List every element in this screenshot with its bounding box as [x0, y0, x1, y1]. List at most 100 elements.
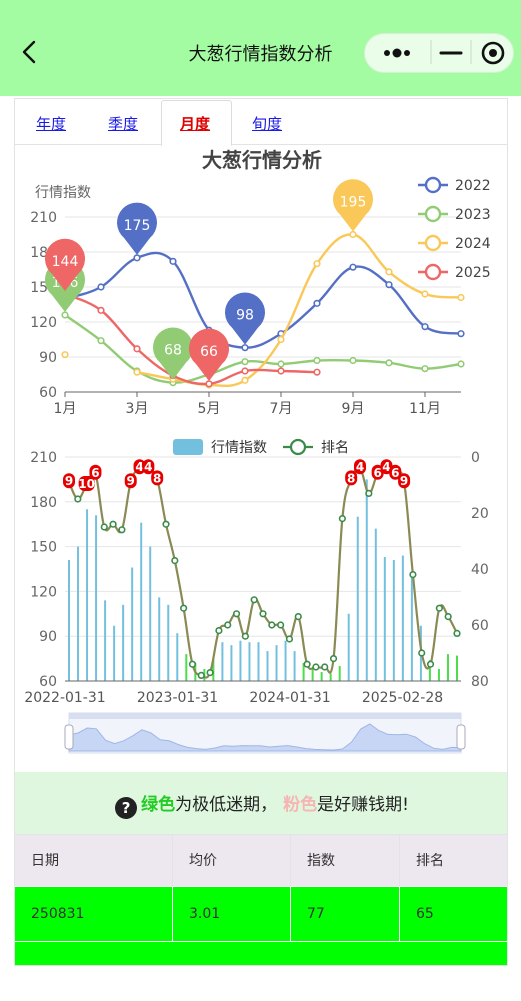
- data-point[interactable]: [421, 323, 429, 331]
- data-point[interactable]: [421, 290, 429, 298]
- y-tick-label: 60: [39, 674, 57, 690]
- data-point[interactable]: [349, 263, 357, 271]
- minimize-button[interactable]: [429, 34, 473, 72]
- legend-item-rank[interactable]: 排名: [283, 438, 349, 456]
- rank-point[interactable]: [409, 571, 417, 579]
- index-bar: [131, 567, 134, 681]
- rank-point[interactable]: [268, 621, 276, 629]
- rank-point[interactable]: [321, 663, 329, 671]
- rank-point[interactable]: [74, 495, 82, 503]
- data-point[interactable]: [457, 360, 465, 368]
- table-row-partial[interactable]: [15, 941, 507, 965]
- rank-point[interactable]: [232, 610, 241, 618]
- index-bar: [77, 546, 80, 681]
- data-point[interactable]: [313, 356, 321, 365]
- data-point[interactable]: [169, 257, 177, 265]
- active-tab-frame: [161, 100, 232, 146]
- rank-point[interactable]: [277, 621, 285, 629]
- rank-point[interactable]: [162, 520, 170, 528]
- data-point[interactable]: [97, 337, 105, 345]
- data-point[interactable]: [457, 330, 465, 338]
- rank-point[interactable]: [444, 613, 452, 621]
- tab-month[interactable]: 月度: [180, 115, 211, 133]
- legend-item-2022[interactable]: 2022: [418, 176, 491, 194]
- rank-point[interactable]: [435, 604, 443, 612]
- table-row[interactable]: 250831 3.01 77 65: [15, 886, 507, 942]
- data-point[interactable]: [313, 260, 321, 268]
- data-point[interactable]: [97, 306, 105, 314]
- data-point[interactable]: [133, 368, 141, 376]
- data-point[interactable]: [349, 230, 357, 239]
- rank-point[interactable]: [206, 669, 214, 677]
- rank-point[interactable]: [241, 632, 249, 640]
- data-zoom-slider[interactable]: [68, 712, 462, 754]
- rank-point[interactable]: [259, 610, 267, 618]
- data-point[interactable]: [133, 345, 141, 353]
- legend-item-2024[interactable]: 2024: [418, 234, 491, 252]
- rank-point[interactable]: [109, 520, 117, 528]
- rank-point[interactable]: [224, 621, 232, 629]
- zoom-handle-right[interactable]: [456, 724, 466, 750]
- rank-point[interactable]: [303, 660, 311, 668]
- data-point[interactable]: [385, 281, 393, 289]
- data-point[interactable]: [349, 356, 357, 365]
- rank-point[interactable]: [418, 649, 426, 657]
- index-bar: [311, 669, 314, 681]
- more-button[interactable]: [365, 34, 429, 72]
- rank-point[interactable]: [453, 629, 461, 637]
- legend-item-2023[interactable]: 2023: [418, 205, 491, 223]
- period-tabs: 年度 季度 月度 旬度: [15, 99, 507, 146]
- x-tick-label: 7月: [270, 401, 293, 417]
- data-point[interactable]: [421, 365, 429, 373]
- data-point[interactable]: [61, 351, 69, 359]
- svg-text:2024: 2024: [455, 236, 491, 252]
- data-point[interactable]: [313, 299, 321, 307]
- index-bar: [410, 576, 413, 681]
- header-rank: 排名: [416, 853, 444, 869]
- tab-quarter[interactable]: 季度: [108, 115, 139, 133]
- data-point[interactable]: [277, 335, 285, 344]
- data-point[interactable]: [313, 368, 321, 376]
- rank-point[interactable]: [426, 660, 435, 668]
- cell-index: 77: [291, 887, 400, 942]
- data-point[interactable]: [241, 367, 249, 375]
- data-point[interactable]: [277, 367, 285, 375]
- back-button[interactable]: [14, 34, 48, 70]
- legend-item-2025[interactable]: 2025: [418, 263, 491, 281]
- data-point[interactable]: [97, 283, 105, 291]
- data-point[interactable]: [205, 380, 213, 388]
- data-point[interactable]: [385, 268, 393, 276]
- rank-point[interactable]: [118, 526, 126, 534]
- data-point[interactable]: [457, 293, 465, 302]
- rank-point[interactable]: [365, 489, 373, 498]
- legend-item-index[interactable]: 行情指数: [173, 439, 267, 456]
- data-point[interactable]: [385, 359, 393, 367]
- data-point[interactable]: [61, 311, 69, 319]
- tab-year[interactable]: 年度: [36, 115, 67, 133]
- zoom-handle-left[interactable]: [64, 724, 74, 750]
- y-tick-label: 120: [30, 315, 57, 331]
- data-point[interactable]: [241, 376, 249, 384]
- data-point[interactable]: [277, 360, 285, 368]
- data-point[interactable]: [241, 344, 249, 352]
- rank-point[interactable]: [285, 635, 294, 643]
- rank-point[interactable]: [294, 613, 302, 621]
- rank-point[interactable]: [171, 557, 179, 565]
- data-point[interactable]: [133, 254, 141, 262]
- data-point[interactable]: [241, 358, 249, 366]
- index-bar: [374, 528, 377, 681]
- rank-point[interactable]: [100, 523, 108, 531]
- question-circle-icon[interactable]: ?: [115, 797, 138, 819]
- rank-point[interactable]: [250, 596, 258, 604]
- rank-point[interactable]: [338, 514, 346, 523]
- rank-point[interactable]: [197, 671, 205, 679]
- rank-point[interactable]: [180, 604, 188, 612]
- rank-point[interactable]: [188, 660, 197, 668]
- rank-point[interactable]: [312, 663, 320, 671]
- rank-point[interactable]: [329, 655, 338, 663]
- index-bar: [266, 651, 269, 681]
- rank-point[interactable]: [215, 627, 223, 635]
- tab-ten-day[interactable]: 旬度: [252, 115, 283, 133]
- rank-badge: 4: [133, 459, 146, 475]
- close-button[interactable]: [473, 34, 515, 72]
